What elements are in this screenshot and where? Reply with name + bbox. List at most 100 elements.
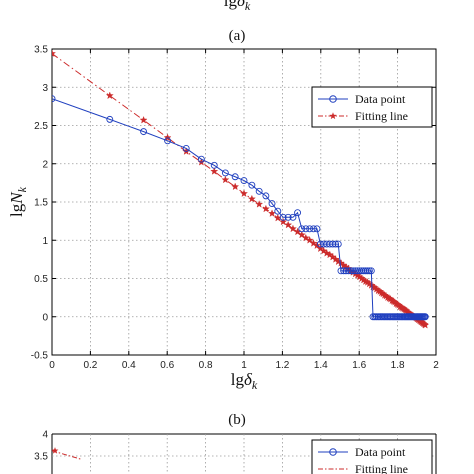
data-point-marker	[367, 267, 375, 275]
data-point-marker	[334, 240, 342, 248]
data-point-marker	[197, 155, 205, 163]
fitting-line-star-marker	[247, 194, 256, 203]
fitting-line-star-marker	[231, 182, 240, 191]
fitting-line-star-marker	[312, 241, 321, 249]
data-point-marker	[340, 267, 348, 275]
data-point-marker	[364, 267, 371, 275]
data-point-marker	[268, 200, 276, 207]
data-point-marker	[294, 209, 302, 217]
y-tick-label: 2	[42, 159, 48, 170]
fitting-line-star-marker	[293, 227, 302, 236]
data-point-marker	[310, 225, 317, 233]
y-tick-label: 0	[42, 312, 48, 323]
data-point-marker	[373, 313, 380, 321]
fitting-line-star-marker	[421, 320, 430, 329]
x-tick-label: 0.8	[199, 360, 213, 371]
y-tick-label: 2.5	[34, 121, 48, 132]
data-point-marker	[421, 313, 429, 321]
data-point-marker	[210, 161, 218, 169]
data-point-marker	[347, 267, 355, 275]
fitting-line-star-marker	[105, 91, 114, 100]
data-point-marker	[342, 267, 350, 275]
data-point-marker	[164, 137, 172, 145]
data-point-marker	[221, 169, 229, 177]
chart-a: 0 0.2 0.4 0.6 0.8 1 1.2 1.4 1.6 1.8 2-0.500.511.52…	[7, 45, 439, 393]
data-point-marker	[302, 225, 310, 233]
previous-panel-xlabel: lgδk	[224, 0, 251, 13]
fitting-line-star-marker	[284, 220, 293, 229]
y-tick-label: 0.5	[34, 274, 48, 285]
data-point-marker	[255, 187, 263, 195]
x-tick-label: 1.8	[391, 360, 405, 371]
y-tick-label: 3	[42, 83, 48, 94]
fitting-line-star-marker	[255, 200, 264, 208]
legend-data-marker	[329, 95, 337, 103]
data-point-marker	[371, 313, 379, 321]
data-point-marker	[298, 225, 306, 233]
data-point-marker	[344, 267, 352, 275]
data-point-marker	[349, 267, 357, 275]
data-point-marker	[240, 177, 248, 185]
x-tick-label: 0	[49, 360, 55, 371]
fitting-line-star-marker-b	[51, 447, 59, 454]
legend-data-marker-b	[329, 448, 337, 456]
panel-a-label: (a)	[229, 28, 246, 44]
fitting-line-star-marker	[240, 189, 248, 197]
plot-frame	[51, 48, 437, 356]
data-point-marker	[369, 313, 377, 321]
y-tick-label: -0.5	[31, 351, 49, 362]
x-tick-label: 0.4	[122, 360, 136, 371]
y-tick-label: 1	[42, 236, 48, 247]
legend-label-data-point-b: Data point	[355, 445, 406, 459]
panel-b-label: (b)	[228, 412, 246, 428]
x-tick-label: 1	[241, 360, 247, 371]
fitting-line-star-marker	[261, 204, 270, 213]
x-tick-label: 0.2	[83, 360, 97, 371]
data-point-marker	[365, 267, 373, 275]
data-point-marker	[274, 207, 282, 215]
fitting-line-star-marker	[309, 239, 318, 247]
x-tick-label: 1.4	[314, 360, 328, 371]
plot-area	[52, 49, 430, 329]
fitting-line-star-marker	[139, 115, 148, 124]
legend-label-data-point: Data point	[355, 92, 406, 106]
x-tick-label: 1.2	[275, 360, 289, 371]
data-point-marker	[231, 173, 239, 181]
x-tick-label: 0.6	[160, 360, 174, 371]
data-point-marker	[262, 192, 270, 200]
legend-b: Data point Fitting line	[311, 439, 433, 474]
legend-box	[311, 86, 433, 128]
data-point-marker	[52, 95, 56, 103]
data-point-marker	[279, 213, 287, 221]
x-axis-label: lgδk	[231, 370, 258, 392]
data-point-marker	[313, 225, 321, 233]
legend-box-b	[311, 439, 433, 474]
data-point-marker	[248, 181, 256, 189]
data-point-marker	[337, 267, 345, 275]
data-point-marker	[140, 128, 148, 136]
y-tick-label: 1.5	[34, 198, 48, 209]
y-tick-label: 3.5	[34, 452, 48, 463]
chart-b: 4 3.5 Data point Fitting line	[34, 430, 437, 474]
legend-label-fitting-line-b: Fitting line	[355, 462, 408, 474]
data-point-marker	[289, 213, 297, 221]
fitting-line-star-marker	[210, 167, 219, 175]
fitting-line-star-marker	[288, 224, 297, 233]
fitting-line-star-marker	[52, 49, 56, 57]
legend: Data point Fitting line	[311, 86, 433, 128]
data-point-marker	[106, 115, 114, 123]
data-point-marker	[306, 225, 314, 233]
legend-label-fitting-line: Fitting line	[355, 109, 408, 123]
x-tick-label: 1.6	[352, 360, 366, 371]
data-point-marker	[182, 144, 190, 152]
fitting-line-star-marker	[279, 217, 288, 226]
fitting-line-star-marker	[297, 230, 306, 239]
data-point-marker	[332, 240, 340, 248]
fitting-line-star-marker	[305, 236, 314, 244]
y-axis-label: lgNk	[7, 186, 29, 217]
y-tick-label: 3.5	[34, 45, 48, 56]
legend-fit-marker	[329, 112, 337, 120]
data-point-marker	[284, 213, 292, 221]
y-tick-label: 4	[42, 430, 48, 441]
